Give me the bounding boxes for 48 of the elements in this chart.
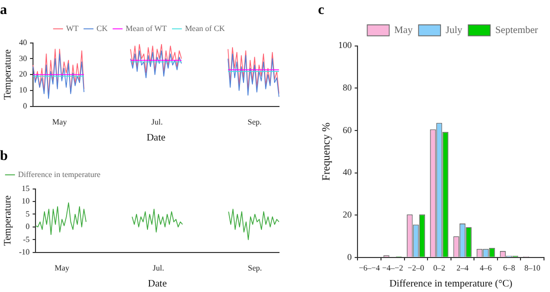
legend-label: September (495, 24, 539, 36)
y-tick-label: 0 (347, 252, 352, 262)
legend-label: CK (96, 24, 108, 33)
y-tick-label: 0 (23, 101, 27, 110)
x-tick-label: 6–8 (503, 263, 516, 272)
chart-title: c (318, 3, 324, 18)
x-axis-title: Difference in temperature (°C) (389, 278, 512, 290)
chart-title: a (0, 3, 7, 18)
y-tick-label: 10 (22, 196, 30, 206)
y-tick-label: 20 (342, 209, 352, 220)
legend-label: July (446, 24, 462, 36)
y-tick-label: 0 (26, 222, 30, 232)
y-axis-title: Temperature (2, 48, 14, 100)
y-axis-title: Temperature (2, 194, 14, 246)
legend-label: Mean of CK (184, 24, 226, 33)
x-tick-label: Jul. (152, 263, 164, 272)
legend-label: Difference in temperature (18, 170, 101, 179)
y-tick-label: 30 (19, 54, 27, 63)
x-tick-label: May (54, 263, 70, 272)
x-axis-title: Date (146, 132, 166, 144)
x-tick-label: 4–6 (480, 263, 492, 272)
y-tick-label: 80 (342, 82, 352, 92)
legend-label: WT (66, 24, 79, 33)
legend-label: Mean of WT (126, 24, 167, 33)
y-tick-label: 100 (338, 40, 352, 50)
x-tick-label: May (52, 117, 67, 126)
y-tick-label: 40 (19, 38, 27, 47)
x-tick-label: Sep. (248, 263, 262, 272)
x-tick-label: −2–0 (408, 263, 424, 272)
x-tick-label: −6–−4 (358, 263, 380, 272)
y-tick-label: 40 (342, 167, 352, 178)
chart-title: b (0, 149, 8, 164)
y-tick-label: 60 (342, 124, 352, 135)
y-tick-label: -10 (18, 247, 30, 256)
x-tick-label: 0–2 (433, 263, 446, 272)
y-tick-label: -5 (22, 234, 30, 244)
y-tick-label: 15 (22, 184, 30, 193)
x-tick-label: 8–10 (524, 263, 540, 272)
y-tick-label: 20 (19, 70, 27, 79)
x-tick-label: Jul. (151, 117, 163, 126)
x-axis-title: Date (148, 278, 168, 290)
x-tick-label: 2–4 (456, 263, 468, 272)
x-tick-label: Sep. (248, 117, 262, 126)
y-tick-label: 5 (26, 209, 30, 218)
legend-label: May (394, 24, 413, 36)
y-axis-title: Frequency % (320, 122, 332, 181)
y-tick-label: 10 (19, 86, 27, 95)
x-tick-label: −4–−2 (382, 263, 404, 272)
